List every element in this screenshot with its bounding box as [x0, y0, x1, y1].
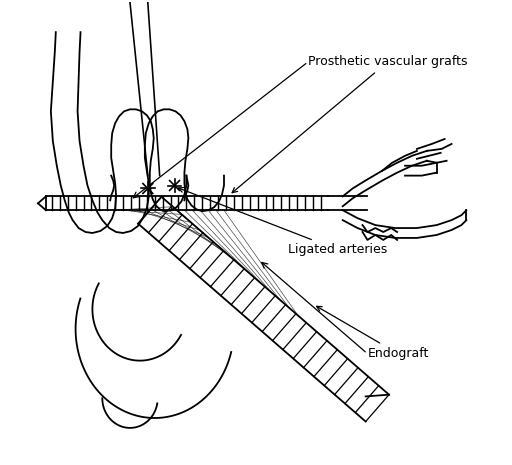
Text: Ligated arteries: Ligated arteries [178, 187, 388, 256]
Text: Endograft: Endograft [316, 306, 429, 360]
Text: Prosthetic vascular grafts: Prosthetic vascular grafts [232, 55, 467, 193]
